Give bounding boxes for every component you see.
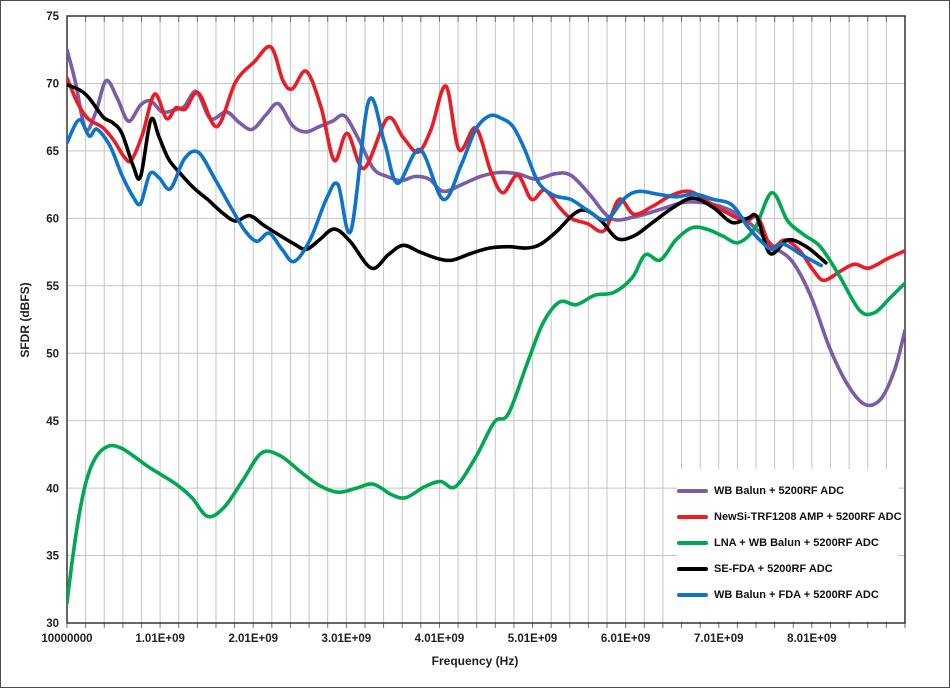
y-tick-label: 40 <box>46 483 59 495</box>
legend-row: LNA + WB Balun + 5200RF ADC <box>677 530 898 556</box>
legend-label: SE-FDA + 5200RF ADC <box>714 563 833 575</box>
x-tick-label: 8.01E+09 <box>787 633 837 645</box>
legend-label: WB Balun + 5200RF ADC <box>714 485 845 497</box>
legend-label: WB Balun + FDA + 5200RF ADC <box>714 589 879 601</box>
legend-label: NewSi-TRF1208 AMP + 5200RF ADC <box>714 511 902 523</box>
legend-line-swatch-icon <box>677 541 708 545</box>
x-tick-label: 6.01E+09 <box>601 633 651 645</box>
legend-label: LNA + WB Balun + 5200RF ADC <box>714 537 879 549</box>
plot-border <box>66 15 906 624</box>
y-tick-label: 60 <box>46 213 59 225</box>
series-line-2 <box>67 190 905 605</box>
x-tick-label: 1.01E+09 <box>135 633 185 645</box>
legend: WB Balun + 5200RF ADC NewSi-TRF1208 AMP +… <box>677 469 902 621</box>
x-tick-label: 4.01E+09 <box>415 633 465 645</box>
y-tick-label: 45 <box>46 416 59 428</box>
x-tick-label: 10000000 <box>41 633 92 645</box>
x-tick-label: 3.01E+09 <box>322 633 372 645</box>
legend-row: WB Balun + FDA + 5200RF ADC <box>677 582 898 608</box>
x-axis-title: Frequency (Hz) <box>431 654 519 668</box>
legend-row: WB Balun + 5200RF ADC <box>677 478 898 504</box>
y-tick-label: 75 <box>46 11 59 23</box>
legend-line-swatch-icon <box>677 515 708 519</box>
legend-line-swatch-icon <box>677 567 708 571</box>
series-line-3 <box>67 83 828 271</box>
y-tick-label: 30 <box>46 618 59 630</box>
legend-line-swatch-icon <box>677 593 708 597</box>
legend-line-swatch-icon <box>677 489 708 493</box>
y-tick-label: 50 <box>46 348 59 360</box>
y-tick-label: 70 <box>46 79 59 91</box>
series-line-0 <box>67 47 905 408</box>
y-tick-label: 55 <box>46 281 59 293</box>
y-axis-title: SFDR (dBFS) <box>18 282 32 358</box>
series-line-4 <box>67 96 823 268</box>
legend-row: NewSi-TRF1208 AMP + 5200RF ADC <box>677 504 902 530</box>
x-tick-label: 2.01E+09 <box>228 633 278 645</box>
x-tick-label: 5.01E+09 <box>508 633 558 645</box>
y-tick-label: 35 <box>46 551 59 563</box>
legend-row: SE-FDA + 5200RF ADC <box>677 556 898 582</box>
y-tick-label: 65 <box>46 146 59 158</box>
x-tick-label: 7.01E+09 <box>694 633 744 645</box>
